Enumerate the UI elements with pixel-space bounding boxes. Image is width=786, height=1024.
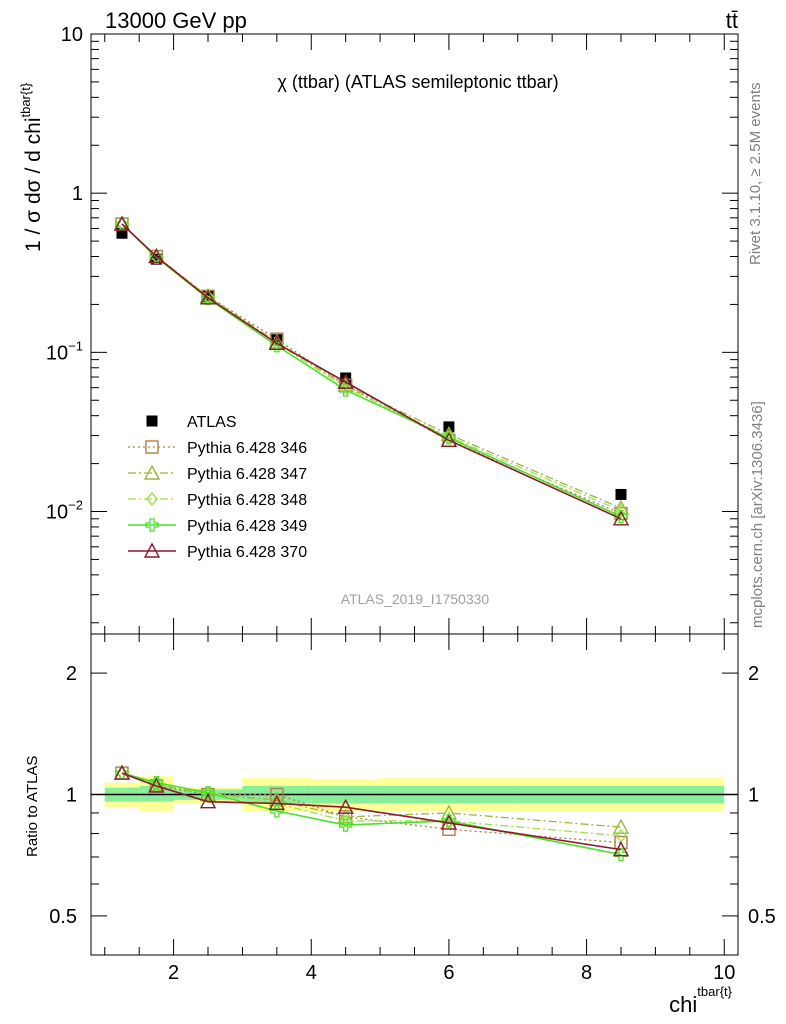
main-y-axis-superscript: tbar{t} — [18, 82, 33, 117]
ratio-series-line-4 — [121, 772, 622, 856]
ratio-series-point-5 — [113, 764, 131, 780]
series-point-5 — [440, 431, 458, 448]
ratio-y-tick-label: 1 — [66, 785, 77, 807]
ratio-series-point-4 — [339, 818, 353, 832]
series-point-4 — [149, 250, 164, 265]
series-point-3 — [615, 503, 627, 518]
legend-marker-atlas — [146, 415, 158, 427]
main-y-tick-base: 10 — [46, 342, 68, 364]
series-point-5 — [268, 334, 286, 350]
main-y-tick-exponent: −2 — [68, 498, 83, 513]
rivet-version-label: Rivet 3.1.10, ≥ 2.5M events — [747, 83, 764, 266]
main-y-tick-exponent: −1 — [68, 338, 83, 353]
ratio-series-point-5 — [440, 814, 458, 830]
ratio-series-point-5 — [337, 798, 354, 814]
legend-label-4: Pythia 6.428 349 — [187, 518, 307, 535]
atlas-data-point — [116, 227, 128, 239]
x-axis-superscript: tbar{t} — [697, 984, 732, 999]
ratio-y-tick-label: 2 — [66, 663, 77, 685]
main-y-tick-label: 10 — [61, 24, 83, 46]
series-point-5 — [337, 373, 354, 389]
series-point-3 — [339, 380, 352, 395]
x-tick-label: 10 — [713, 962, 735, 984]
ratio-series-point-2 — [440, 804, 458, 820]
main-y-tick-base: 10 — [46, 502, 68, 524]
series-point-5 — [612, 510, 630, 526]
main-y-tick-label: 10−1 — [46, 338, 83, 364]
main-y-tick-label: 10−2 — [46, 498, 83, 524]
ratio-series-point-2 — [612, 818, 630, 834]
chart-title: χ (ttbar) (ATLAS semileptonic ttbar) — [277, 72, 558, 92]
x-tick-label: 8 — [581, 962, 592, 984]
legend-label-3: Pythia 6.428 348 — [187, 492, 307, 509]
main-y-tick-base: 1 — [72, 183, 83, 205]
main-y-axis-title: 1 / σ dσ / d chitbar{t} — [18, 82, 45, 252]
ratio-series-point-5 — [148, 777, 165, 793]
ratio-series-point-2 — [337, 808, 354, 824]
series-point-5 — [148, 248, 165, 264]
legend-marker-5 — [143, 542, 161, 558]
ratio-y-tick-label-right: 0.5 — [748, 906, 776, 928]
main-y-axis-label: 1 / σ dσ / d chi — [22, 118, 45, 252]
series-point-3 — [443, 429, 455, 444]
legend-label-atlas: ATLAS — [187, 414, 237, 431]
x-axis-label: chi — [669, 992, 697, 1017]
energy-label: 13000 GeV pp — [105, 8, 247, 33]
x-tick-label: 2 — [168, 962, 179, 984]
ratio-series-line-5 — [121, 772, 622, 851]
ratio-series-point-2 — [268, 791, 286, 807]
atlas-data-point — [615, 488, 627, 500]
ratio-y-axis-title: Ratio to ATLAS — [24, 756, 41, 857]
series-point-5 — [113, 215, 131, 231]
legend-marker-4 — [145, 518, 159, 532]
main-y-tick-label: 1 — [72, 183, 83, 205]
legend-label-1: Pythia 6.428 346 — [187, 440, 307, 457]
legend-marker-2 — [143, 464, 161, 480]
ratio-plot-area: 0.5 0.5 1 1 2 2 2 4 6 8 10 — [49, 633, 776, 984]
main-y-tick-base: 10 — [61, 24, 83, 46]
ratio-series-point-5 — [268, 795, 286, 811]
process-label: tt̄ — [726, 8, 738, 33]
legend-marker-3 — [146, 491, 158, 507]
legend: ATLAS Pythia 6.428 346 Pythia 6.428 347 Pyt… — [128, 414, 307, 561]
ratio-series-point-5 — [612, 841, 630, 857]
ratio-series-point-5 — [199, 793, 217, 809]
legend-label-2: Pythia 6.428 347 — [187, 466, 307, 483]
legend-marker-1 — [145, 440, 159, 454]
ratio-series-point-1 — [270, 787, 284, 802]
analysis-tag: ATLAS_2019_I1750330 — [341, 591, 490, 607]
ratio-y-tick-label-right: 1 — [748, 785, 759, 807]
ratio-series-point-4 — [149, 775, 164, 790]
mcplots-label: mcplots.cern.ch [arXiv:1306.3436] — [749, 401, 766, 628]
ratio-y-tick-label-right: 2 — [748, 663, 759, 685]
x-tick-label: 6 — [443, 962, 454, 984]
x-tick-label: 4 — [306, 962, 317, 984]
series-point-5 — [199, 289, 217, 305]
ratio-y-tick-label: 0.5 — [49, 906, 77, 928]
series-line-5 — [121, 223, 622, 520]
series-point-2 — [612, 499, 630, 515]
x-axis-title: chitbar{t} — [669, 984, 732, 1017]
legend-label-5: Pythia 6.428 370 — [187, 544, 307, 561]
ratio-series-point-3 — [339, 813, 352, 829]
